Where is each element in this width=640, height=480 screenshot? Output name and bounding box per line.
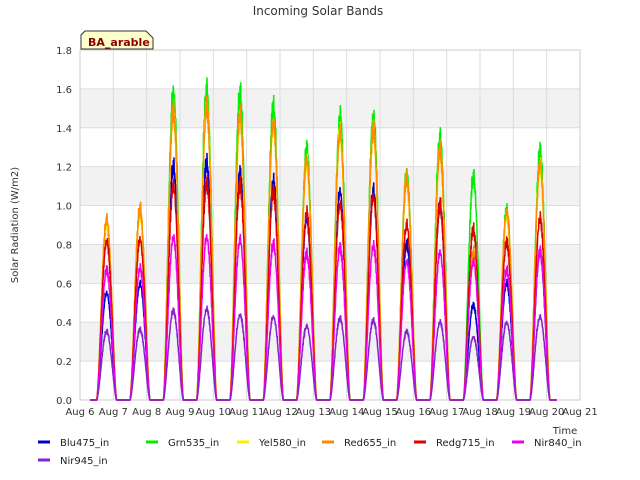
x-axis-label: Time xyxy=(552,426,577,437)
y-tick-label: 1.4 xyxy=(56,124,72,135)
y-tick-label: 1.0 xyxy=(56,202,72,213)
y-axis-label: Solar Radiation (W/m2) xyxy=(10,167,21,283)
x-tick-label: Aug 21 xyxy=(562,407,597,418)
plot-band xyxy=(80,322,580,362)
y-axis-ticks: 0.0 0.2 0.4 0.6 0.8 1.0 1.2 1.4 1.6 1.8 xyxy=(56,46,72,407)
y-tick-label: 1.2 xyxy=(56,163,72,174)
legend-item-nir840_in: Nir840_in xyxy=(512,438,582,449)
x-tick-label: Aug 17 xyxy=(429,407,464,418)
legend-item-redg715_in: Redg715_in xyxy=(414,438,495,449)
x-tick-label: Aug 13 xyxy=(296,407,331,418)
x-tick-label: Aug 7 xyxy=(99,407,128,418)
site-badge-label: BA_arable xyxy=(88,36,150,49)
x-tick-label: Aug 19 xyxy=(496,407,531,418)
legend-label: Nir945_in xyxy=(60,456,108,467)
plot-background-bands xyxy=(80,88,580,362)
x-tick-label: Aug 20 xyxy=(529,407,564,418)
y-tick-label: 0.4 xyxy=(56,318,72,329)
x-tick-label: Aug 8 xyxy=(132,407,161,418)
legend-item-blu475_in: Blu475_in xyxy=(38,438,109,449)
legend-label: Redg715_in xyxy=(436,438,495,449)
plot-band xyxy=(80,244,580,284)
legend-item-grn535_in: Grn535_in xyxy=(146,438,219,449)
x-tick-label: Aug 16 xyxy=(396,407,431,418)
x-tick-label: Aug 10 xyxy=(196,407,231,418)
y-tick-label: 1.8 xyxy=(56,46,72,57)
series-line-nir945_in xyxy=(90,305,557,401)
legend-label: Red655_in xyxy=(344,438,396,449)
legend-item-red655_in: Red655_in xyxy=(322,438,396,449)
legend-item-nir945_in: Nir945_in xyxy=(38,456,108,467)
y-tick-label: 0.8 xyxy=(56,240,72,251)
series-line-redg715_in xyxy=(90,174,557,401)
legend-label: Yel580_in xyxy=(258,438,306,449)
legend-label: Blu475_in xyxy=(60,438,109,449)
x-tick-label: Aug 14 xyxy=(329,407,364,418)
series-lines xyxy=(90,77,557,401)
x-tick-label: Aug 18 xyxy=(462,407,497,418)
chart-title: Incoming Solar Bands xyxy=(253,4,384,18)
y-tick-label: 1.6 xyxy=(56,85,72,96)
plot-band xyxy=(80,88,580,128)
x-tick-label: Aug 12 xyxy=(262,407,297,418)
x-tick-label: Aug 11 xyxy=(229,407,264,418)
legend-item-yel580_in: Yel580_in xyxy=(237,438,306,449)
legend-label: Nir840_in xyxy=(534,438,582,449)
y-tick-label: 0.6 xyxy=(56,279,72,290)
plot-band xyxy=(80,166,580,206)
legend: Blu475_in Grn535_in Yel580_in Red655_in Redg… xyxy=(38,438,582,467)
x-tick-label: Aug 15 xyxy=(362,407,397,418)
y-tick-label: 0.2 xyxy=(56,357,72,368)
legend-label: Grn535_in xyxy=(168,438,219,449)
x-tick-label: Aug 6 xyxy=(65,407,94,418)
site-badge: BA_arable xyxy=(80,30,154,50)
x-tick-label: Aug 9 xyxy=(165,407,194,418)
y-tick-label: 0.0 xyxy=(56,396,72,407)
